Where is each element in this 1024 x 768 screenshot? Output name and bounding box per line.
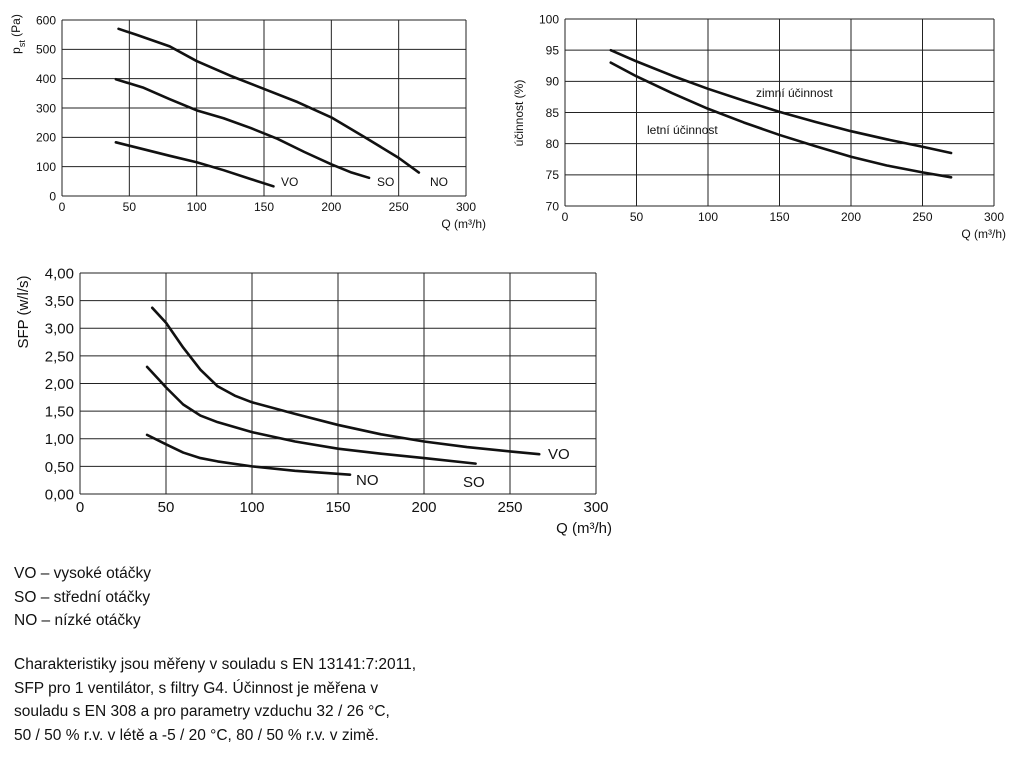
series-label: zimní účinnost: [756, 86, 833, 100]
x-tick-label: 300: [583, 499, 608, 516]
y-tick-label: 600: [36, 13, 56, 27]
y-axis-label: účinnost (%): [512, 80, 526, 147]
x-tick-label: 250: [389, 200, 409, 214]
y-tick-label: 100: [36, 160, 56, 174]
note-line-4: 50 / 50 % r.v. v létě a -5 / 20 °C, 80 /…: [14, 726, 379, 744]
y-tick-label: 1,50: [45, 404, 74, 421]
series-label: letní účinnost: [647, 123, 718, 137]
note-line-1: Charakteristiky jsou měřeny v souladu s …: [14, 656, 417, 673]
series-line-vo: [117, 27, 421, 174]
speed-legend: VO – vysoké otáčky SO – střední otáčky N…: [14, 562, 151, 633]
x-tick-label: 200: [321, 200, 341, 214]
y-axis-label: SFP (w/l/s): [15, 275, 32, 348]
legend-line-vo: VO – vysoké otáčky: [14, 565, 151, 582]
legend-line-no: NO – nízké otáčky: [14, 612, 141, 629]
sfp-chart: 0 50 100 150 200 250 300 0,00 0,50 1,00 1,50 2,00 2,…: [15, 265, 612, 537]
x-tick-label: 50: [123, 200, 137, 214]
y-tick-label: 3,50: [45, 293, 74, 310]
x-tick-label: 250: [497, 499, 522, 516]
x-tick-label: 100: [698, 210, 718, 224]
x-tick-label: 200: [841, 210, 861, 224]
x-tick-label: 100: [239, 499, 264, 516]
y-tick-label: 90: [546, 75, 560, 89]
y-tick-label: 400: [36, 72, 56, 86]
x-tick-label: 200: [411, 499, 436, 516]
series-label: VO: [281, 175, 298, 189]
y-tick-label: 500: [36, 43, 56, 57]
y-tick-label: 2,50: [45, 348, 74, 365]
y-tick-label: 1,00: [45, 431, 74, 448]
x-tick-label: 150: [254, 200, 274, 214]
series-label: SO: [377, 175, 394, 189]
pressure-chart: 0 50 100 150 200 250 300 0 100 200 300 400 500 600 Q (…: [9, 13, 486, 231]
note-line-3: souladu s EN 308 a pro parametry vzduchu…: [14, 703, 390, 720]
x-tick-label: 100: [187, 200, 207, 214]
x-tick-label: 150: [325, 499, 350, 516]
x-axis-label: Q (m³/h): [441, 217, 486, 231]
y-tick-label: 3,00: [45, 321, 74, 338]
series-line-no: [145, 433, 352, 476]
y-tick-label: 2,00: [45, 376, 74, 393]
x-tick-label: 300: [456, 200, 476, 214]
y-tick-label: 200: [36, 131, 56, 145]
x-tick-label: 0: [59, 200, 66, 214]
series-line-vo: [150, 306, 541, 456]
x-tick-label: 0: [76, 499, 84, 516]
x-tick-label: 50: [630, 210, 644, 224]
x-tick-label: 50: [158, 499, 175, 516]
measurement-note: Charakteristiky jsou měřeny v souladu s …: [14, 653, 416, 747]
y-tick-label: 0,50: [45, 459, 74, 476]
x-tick-label: 250: [912, 210, 932, 224]
series-line-zimní-účinnost: [609, 48, 953, 155]
y-tick-label: 0,00: [45, 486, 74, 503]
x-axis-label: Q (m³/h): [961, 227, 1006, 241]
x-tick-label: 150: [769, 210, 789, 224]
y-tick-label: 85: [546, 106, 560, 120]
x-axis-label: Q (m³/h): [556, 520, 612, 537]
y-tick-label: 100: [539, 12, 559, 26]
y-tick-label: 0: [49, 189, 56, 203]
series-label: VO: [548, 446, 570, 463]
y-tick-label: 80: [546, 137, 560, 151]
y-tick-label: 4,00: [45, 265, 74, 282]
series-label: NO: [430, 175, 448, 189]
y-tick-label: 75: [546, 168, 560, 182]
y-tick-label: 300: [36, 101, 56, 115]
series-line-so: [145, 365, 477, 465]
series-line-no: [114, 141, 275, 188]
efficiency-chart: 0 50 100 150 200 250 300 70 75 80 85 90 95 100 Q (m³/h…: [512, 12, 1006, 241]
x-tick-label: 0: [562, 210, 569, 224]
y-tick-label: 70: [546, 199, 560, 213]
y-tick-label: 95: [546, 43, 560, 57]
note-line-2: SFP pro 1 ventilátor, s filtry G4. Účinn…: [14, 679, 379, 697]
series-line-so: [114, 77, 371, 180]
series-label: NO: [356, 472, 379, 489]
legend-line-so: SO – střední otáčky: [14, 588, 151, 606]
series-line-letní-účinnost: [609, 61, 953, 179]
series-label: SO: [463, 474, 485, 491]
y-axis-label: pst (Pa): [9, 14, 27, 54]
x-tick-label: 300: [984, 210, 1004, 224]
